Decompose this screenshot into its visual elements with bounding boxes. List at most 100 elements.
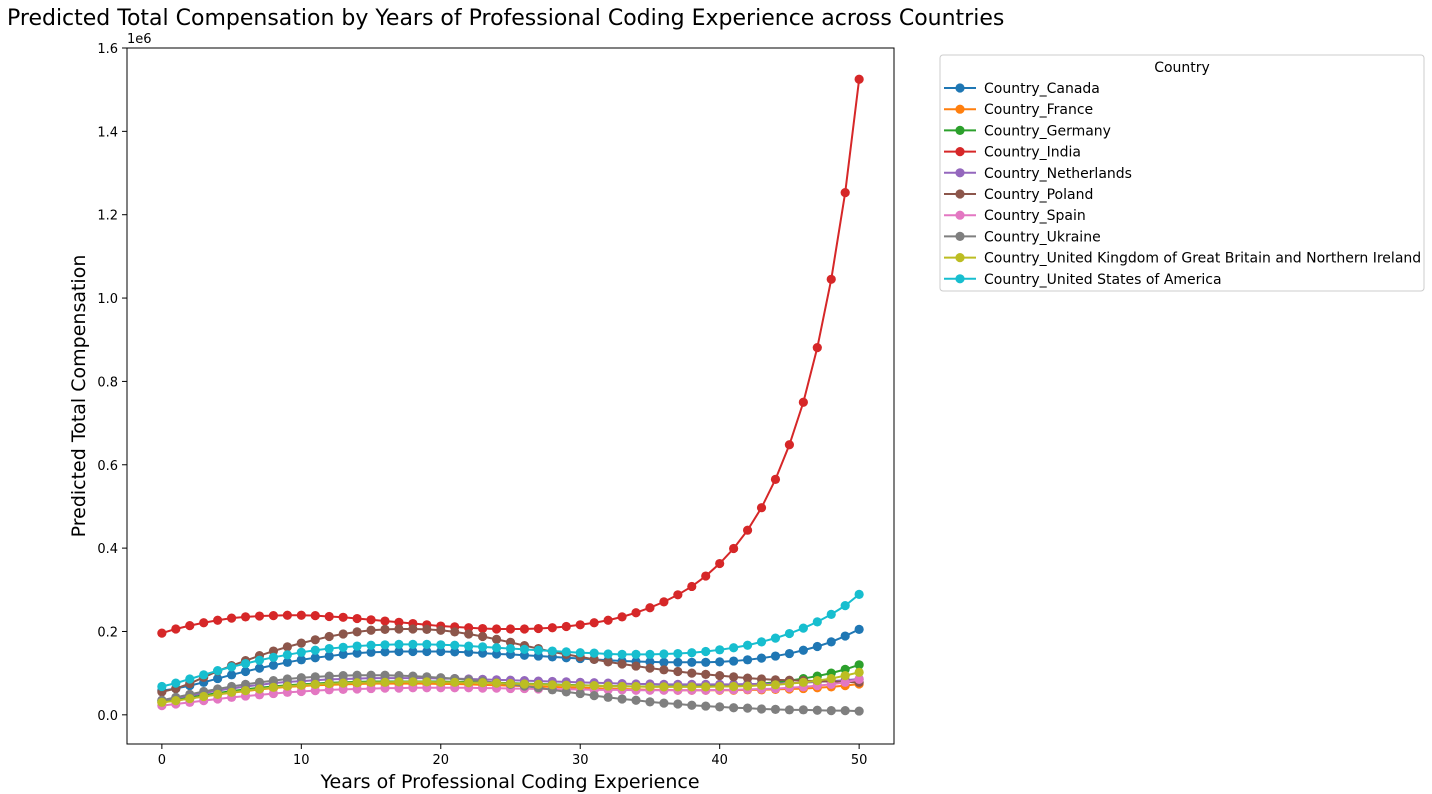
data-point: [659, 657, 669, 667]
data-point: [436, 646, 446, 657]
series-country-united-kingdom-of-great-britain-and-northern-ireland: [157, 667, 864, 707]
data-point: [561, 647, 571, 657]
data-point: [380, 670, 390, 680]
data-point: [491, 643, 502, 653]
legend-swatch-marker: [955, 83, 965, 93]
data-point: [519, 644, 530, 654]
data-point: [296, 655, 306, 665]
data-point: [645, 663, 655, 673]
data-point: [310, 672, 320, 682]
data-point: [254, 663, 265, 673]
data-point: [268, 652, 279, 662]
legend-swatch-marker: [955, 189, 965, 199]
data-point: [687, 648, 697, 658]
data-point: [366, 670, 376, 680]
data-point: [436, 625, 446, 635]
y-tick-label: 0.8: [97, 375, 118, 390]
data-point: [491, 678, 502, 688]
data-point: [826, 274, 836, 284]
data-point: [589, 681, 599, 691]
data-point: [603, 657, 613, 667]
data-point: [561, 621, 571, 632]
data-point: [254, 611, 265, 621]
data-point: [784, 678, 795, 689]
data-point: [729, 643, 739, 653]
x-tick-label: 10: [293, 753, 310, 768]
data-point: [338, 678, 348, 688]
data-point: [631, 681, 641, 692]
data-point: [338, 671, 348, 681]
data-point: [715, 645, 725, 655]
data-point: [394, 677, 404, 687]
data-point: [450, 677, 460, 687]
data-point: [324, 643, 334, 654]
data-point: [742, 655, 753, 665]
data-point: [213, 666, 223, 676]
data-point: [310, 645, 320, 655]
legend-entry-label: Country_Canada: [984, 81, 1100, 97]
data-point: [826, 706, 836, 716]
data-point: [310, 679, 320, 690]
x-tick-label: 40: [711, 753, 728, 768]
data-point: [380, 647, 390, 657]
data-point: [770, 651, 781, 661]
data-point: [701, 657, 711, 667]
data-point: [742, 673, 753, 683]
data-point: [199, 691, 209, 702]
data-point: [715, 657, 725, 667]
legend-entry-label: Country_Germany: [984, 123, 1111, 139]
data-point: [854, 706, 864, 716]
data-point: [310, 635, 320, 645]
data-point: [617, 649, 627, 659]
data-point: [854, 624, 864, 634]
data-point: [603, 681, 613, 691]
data-point: [366, 625, 376, 635]
data-point: [756, 637, 767, 647]
data-point: [701, 701, 711, 711]
data-point: [715, 681, 725, 692]
data-point: [282, 642, 292, 652]
data-point: [617, 612, 627, 622]
data-point: [742, 525, 753, 535]
data-point: [575, 620, 585, 630]
data-point: [798, 397, 808, 407]
x-tick-label: 0: [158, 753, 166, 768]
data-point: [631, 649, 641, 659]
data-point: [478, 642, 488, 652]
data-point: [268, 682, 279, 692]
data-point: [213, 673, 223, 684]
data-point: [226, 687, 237, 697]
data-point: [282, 610, 292, 620]
legend-entry-label: Country_United States of America: [984, 272, 1222, 288]
legend-frame: [939, 54, 1425, 292]
data-point: [729, 543, 739, 554]
data-point: [464, 641, 474, 651]
data-point: [645, 697, 655, 707]
data-point: [645, 603, 655, 613]
data-point: [659, 649, 669, 659]
data-point: [394, 624, 404, 634]
data-point: [478, 678, 488, 688]
data-point: [408, 624, 418, 634]
data-point: [296, 673, 306, 683]
data-point: [756, 653, 767, 663]
data-point: [784, 705, 795, 715]
data-point: [408, 639, 418, 649]
data-point: [519, 679, 530, 689]
data-point: [171, 624, 181, 634]
data-point: [422, 646, 432, 657]
data-point: [575, 681, 585, 691]
data-point: [589, 648, 599, 658]
data-point: [352, 648, 362, 658]
data-point: [338, 629, 348, 639]
data-point: [296, 610, 306, 620]
data-point: [840, 188, 850, 198]
data-point: [282, 674, 292, 684]
data-point: [729, 703, 739, 713]
chart-title: Predicted Total Compensation by Years of…: [7, 6, 1004, 31]
legend-entry-label: Country_Ukraine: [984, 229, 1101, 245]
data-point: [436, 640, 446, 650]
legend-swatch-marker: [955, 253, 965, 263]
data-point: [770, 633, 781, 643]
